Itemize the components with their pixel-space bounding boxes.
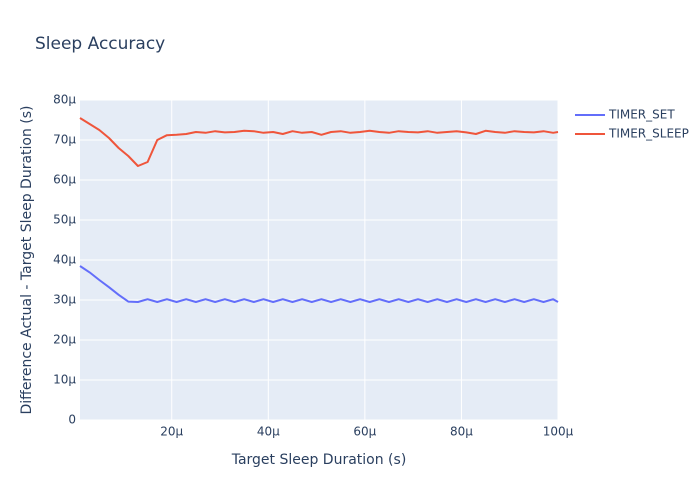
y-tick-label: 30µ (53, 293, 76, 307)
y-tick-label: 10µ (53, 373, 76, 387)
x-tick-label: 80µ (450, 425, 473, 439)
x-tick-label: 20µ (160, 425, 183, 439)
legend-label: TIMER_SLEEP (608, 127, 689, 141)
y-tick-label: 20µ (53, 333, 76, 347)
x-tick-label: 40µ (257, 425, 280, 439)
chart-title: Sleep Accuracy (35, 34, 165, 54)
legend-label: TIMER_SET (608, 108, 675, 122)
data-line (79, 117, 559, 167)
x-tick-label: 100µ (543, 425, 574, 439)
y-tick-label: 50µ (53, 213, 76, 227)
y-tick-label: 80µ (53, 93, 76, 107)
x-tick-label: 60µ (353, 425, 376, 439)
data-line (79, 265, 559, 303)
x-axis-title: Target Sleep Duration (s) (231, 452, 407, 468)
y-tick-label: 60µ (53, 173, 76, 187)
y-axis-title: Difference Actual - Target Sleep Duratio… (19, 105, 35, 414)
y-tick-label: 0 (68, 413, 76, 427)
y-tick-label: 40µ (53, 253, 76, 267)
y-tick-label: 70µ (53, 133, 76, 147)
